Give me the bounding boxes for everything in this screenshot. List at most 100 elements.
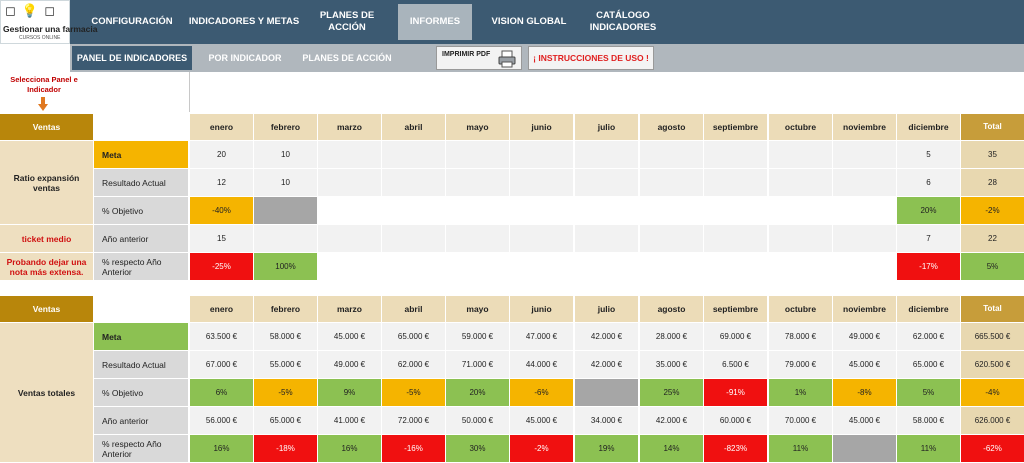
value-cell[interactable] (510, 169, 574, 197)
value-cell[interactable]: 65.000 € (382, 323, 446, 351)
value-cell[interactable]: -2% (510, 435, 574, 463)
value-cell[interactable] (254, 197, 318, 225)
value-cell[interactable] (446, 225, 510, 253)
total-cell[interactable]: 620.500 € (961, 351, 1024, 379)
total-cell[interactable]: 28 (961, 169, 1024, 197)
value-cell[interactable]: 63.500 € (190, 323, 254, 351)
value-cell[interactable] (640, 253, 704, 281)
value-cell[interactable]: 70.000 € (769, 407, 833, 435)
value-cell[interactable] (575, 141, 639, 169)
value-cell[interactable] (640, 169, 704, 197)
total-cell[interactable]: 5% (961, 253, 1024, 281)
value-cell[interactable]: 35.000 € (640, 351, 704, 379)
value-cell[interactable]: -18% (254, 435, 318, 463)
value-cell[interactable]: -823% (704, 435, 768, 463)
nav-indicadores-metas[interactable]: INDICADORES Y METAS (188, 16, 300, 27)
value-cell[interactable] (382, 253, 446, 281)
value-cell[interactable] (254, 225, 318, 253)
value-cell[interactable]: 6% (190, 379, 254, 407)
value-cell[interactable]: 71.000 € (446, 351, 510, 379)
total-cell[interactable]: 22 (961, 225, 1024, 253)
value-cell[interactable] (575, 225, 639, 253)
value-cell[interactable]: -5% (382, 379, 446, 407)
value-cell[interactable] (833, 435, 897, 463)
value-cell[interactable]: 1% (769, 379, 833, 407)
value-cell[interactable]: 34.000 € (575, 407, 639, 435)
value-cell[interactable]: 20% (897, 197, 961, 225)
value-cell[interactable] (318, 225, 382, 253)
value-cell[interactable]: 20% (446, 379, 510, 407)
value-cell[interactable] (704, 253, 768, 281)
subnav-panel-indicadores[interactable]: PANEL DE INDICADORES (72, 46, 192, 70)
value-cell[interactable]: -6% (510, 379, 574, 407)
value-cell[interactable]: -91% (704, 379, 768, 407)
value-cell[interactable] (575, 253, 639, 281)
value-cell[interactable]: 58.000 € (897, 407, 961, 435)
nav-catalogo-indicadores[interactable]: CATÁLOGO INDICADORES (589, 10, 657, 33)
value-cell[interactable] (446, 141, 510, 169)
value-cell[interactable]: 45.000 € (318, 323, 382, 351)
value-cell[interactable]: 65.000 € (254, 407, 318, 435)
value-cell[interactable]: 78.000 € (769, 323, 833, 351)
value-cell[interactable]: 11% (897, 435, 961, 463)
value-cell[interactable]: 58.000 € (254, 323, 318, 351)
value-cell[interactable]: 45.000 € (833, 407, 897, 435)
value-cell[interactable] (318, 197, 382, 225)
nav-configuracion[interactable]: CONFIGURACIÓN (91, 16, 173, 27)
value-cell[interactable] (575, 197, 639, 225)
value-cell[interactable] (382, 169, 446, 197)
nav-informes[interactable]: INFORMES (398, 4, 472, 40)
value-cell[interactable] (510, 141, 574, 169)
value-cell[interactable]: 5% (897, 379, 961, 407)
value-cell[interactable]: 67.000 € (190, 351, 254, 379)
value-cell[interactable] (318, 169, 382, 197)
value-cell[interactable]: 47.000 € (510, 323, 574, 351)
value-cell[interactable] (446, 253, 510, 281)
value-cell[interactable] (640, 225, 704, 253)
value-cell[interactable]: 5 (897, 141, 961, 169)
value-cell[interactable]: 56.000 € (190, 407, 254, 435)
total-cell[interactable]: 665.500 € (961, 323, 1024, 351)
total-cell[interactable]: -2% (961, 197, 1024, 225)
value-cell[interactable]: 16% (190, 435, 254, 463)
value-cell[interactable] (510, 225, 574, 253)
value-cell[interactable]: 20 (190, 141, 254, 169)
value-cell[interactable] (769, 253, 833, 281)
value-cell[interactable]: 25% (640, 379, 704, 407)
subnav-planes-accion[interactable]: PLANES DE ACCIÓN (302, 53, 392, 63)
value-cell[interactable] (833, 169, 897, 197)
value-cell[interactable]: 45.000 € (510, 407, 574, 435)
value-cell[interactable]: 60.000 € (704, 407, 768, 435)
total-cell[interactable]: -62% (961, 435, 1024, 463)
value-cell[interactable]: 62.000 € (382, 351, 446, 379)
value-cell[interactable] (833, 197, 897, 225)
value-cell[interactable] (510, 253, 574, 281)
value-cell[interactable]: 11% (769, 435, 833, 463)
value-cell[interactable] (575, 169, 639, 197)
total-cell[interactable]: 626.000 € (961, 407, 1024, 435)
nav-vision-global[interactable]: VISION GLOBAL (491, 16, 567, 27)
value-cell[interactable] (382, 141, 446, 169)
value-cell[interactable]: 30% (446, 435, 510, 463)
value-cell[interactable] (704, 141, 768, 169)
value-cell[interactable] (446, 197, 510, 225)
value-cell[interactable]: 10 (254, 141, 318, 169)
value-cell[interactable]: 7 (897, 225, 961, 253)
value-cell[interactable]: 79.000 € (769, 351, 833, 379)
value-cell[interactable]: 59.000 € (446, 323, 510, 351)
subnav-por-indicador[interactable]: POR INDICADOR (208, 53, 282, 63)
value-cell[interactable] (704, 169, 768, 197)
value-cell[interactable]: 16% (318, 435, 382, 463)
nav-planes-accion[interactable]: PLANES DE ACCIÓN (319, 10, 375, 33)
value-cell[interactable] (575, 379, 639, 407)
value-cell[interactable]: -8% (833, 379, 897, 407)
value-cell[interactable]: 65.000 € (897, 351, 961, 379)
value-cell[interactable]: -5% (254, 379, 318, 407)
value-cell[interactable]: 50.000 € (446, 407, 510, 435)
total-cell[interactable]: 35 (961, 141, 1024, 169)
value-cell[interactable]: 14% (640, 435, 704, 463)
value-cell[interactable] (769, 169, 833, 197)
value-cell[interactable]: 72.000 € (382, 407, 446, 435)
value-cell[interactable] (382, 197, 446, 225)
value-cell[interactable]: 6.500 € (704, 351, 768, 379)
